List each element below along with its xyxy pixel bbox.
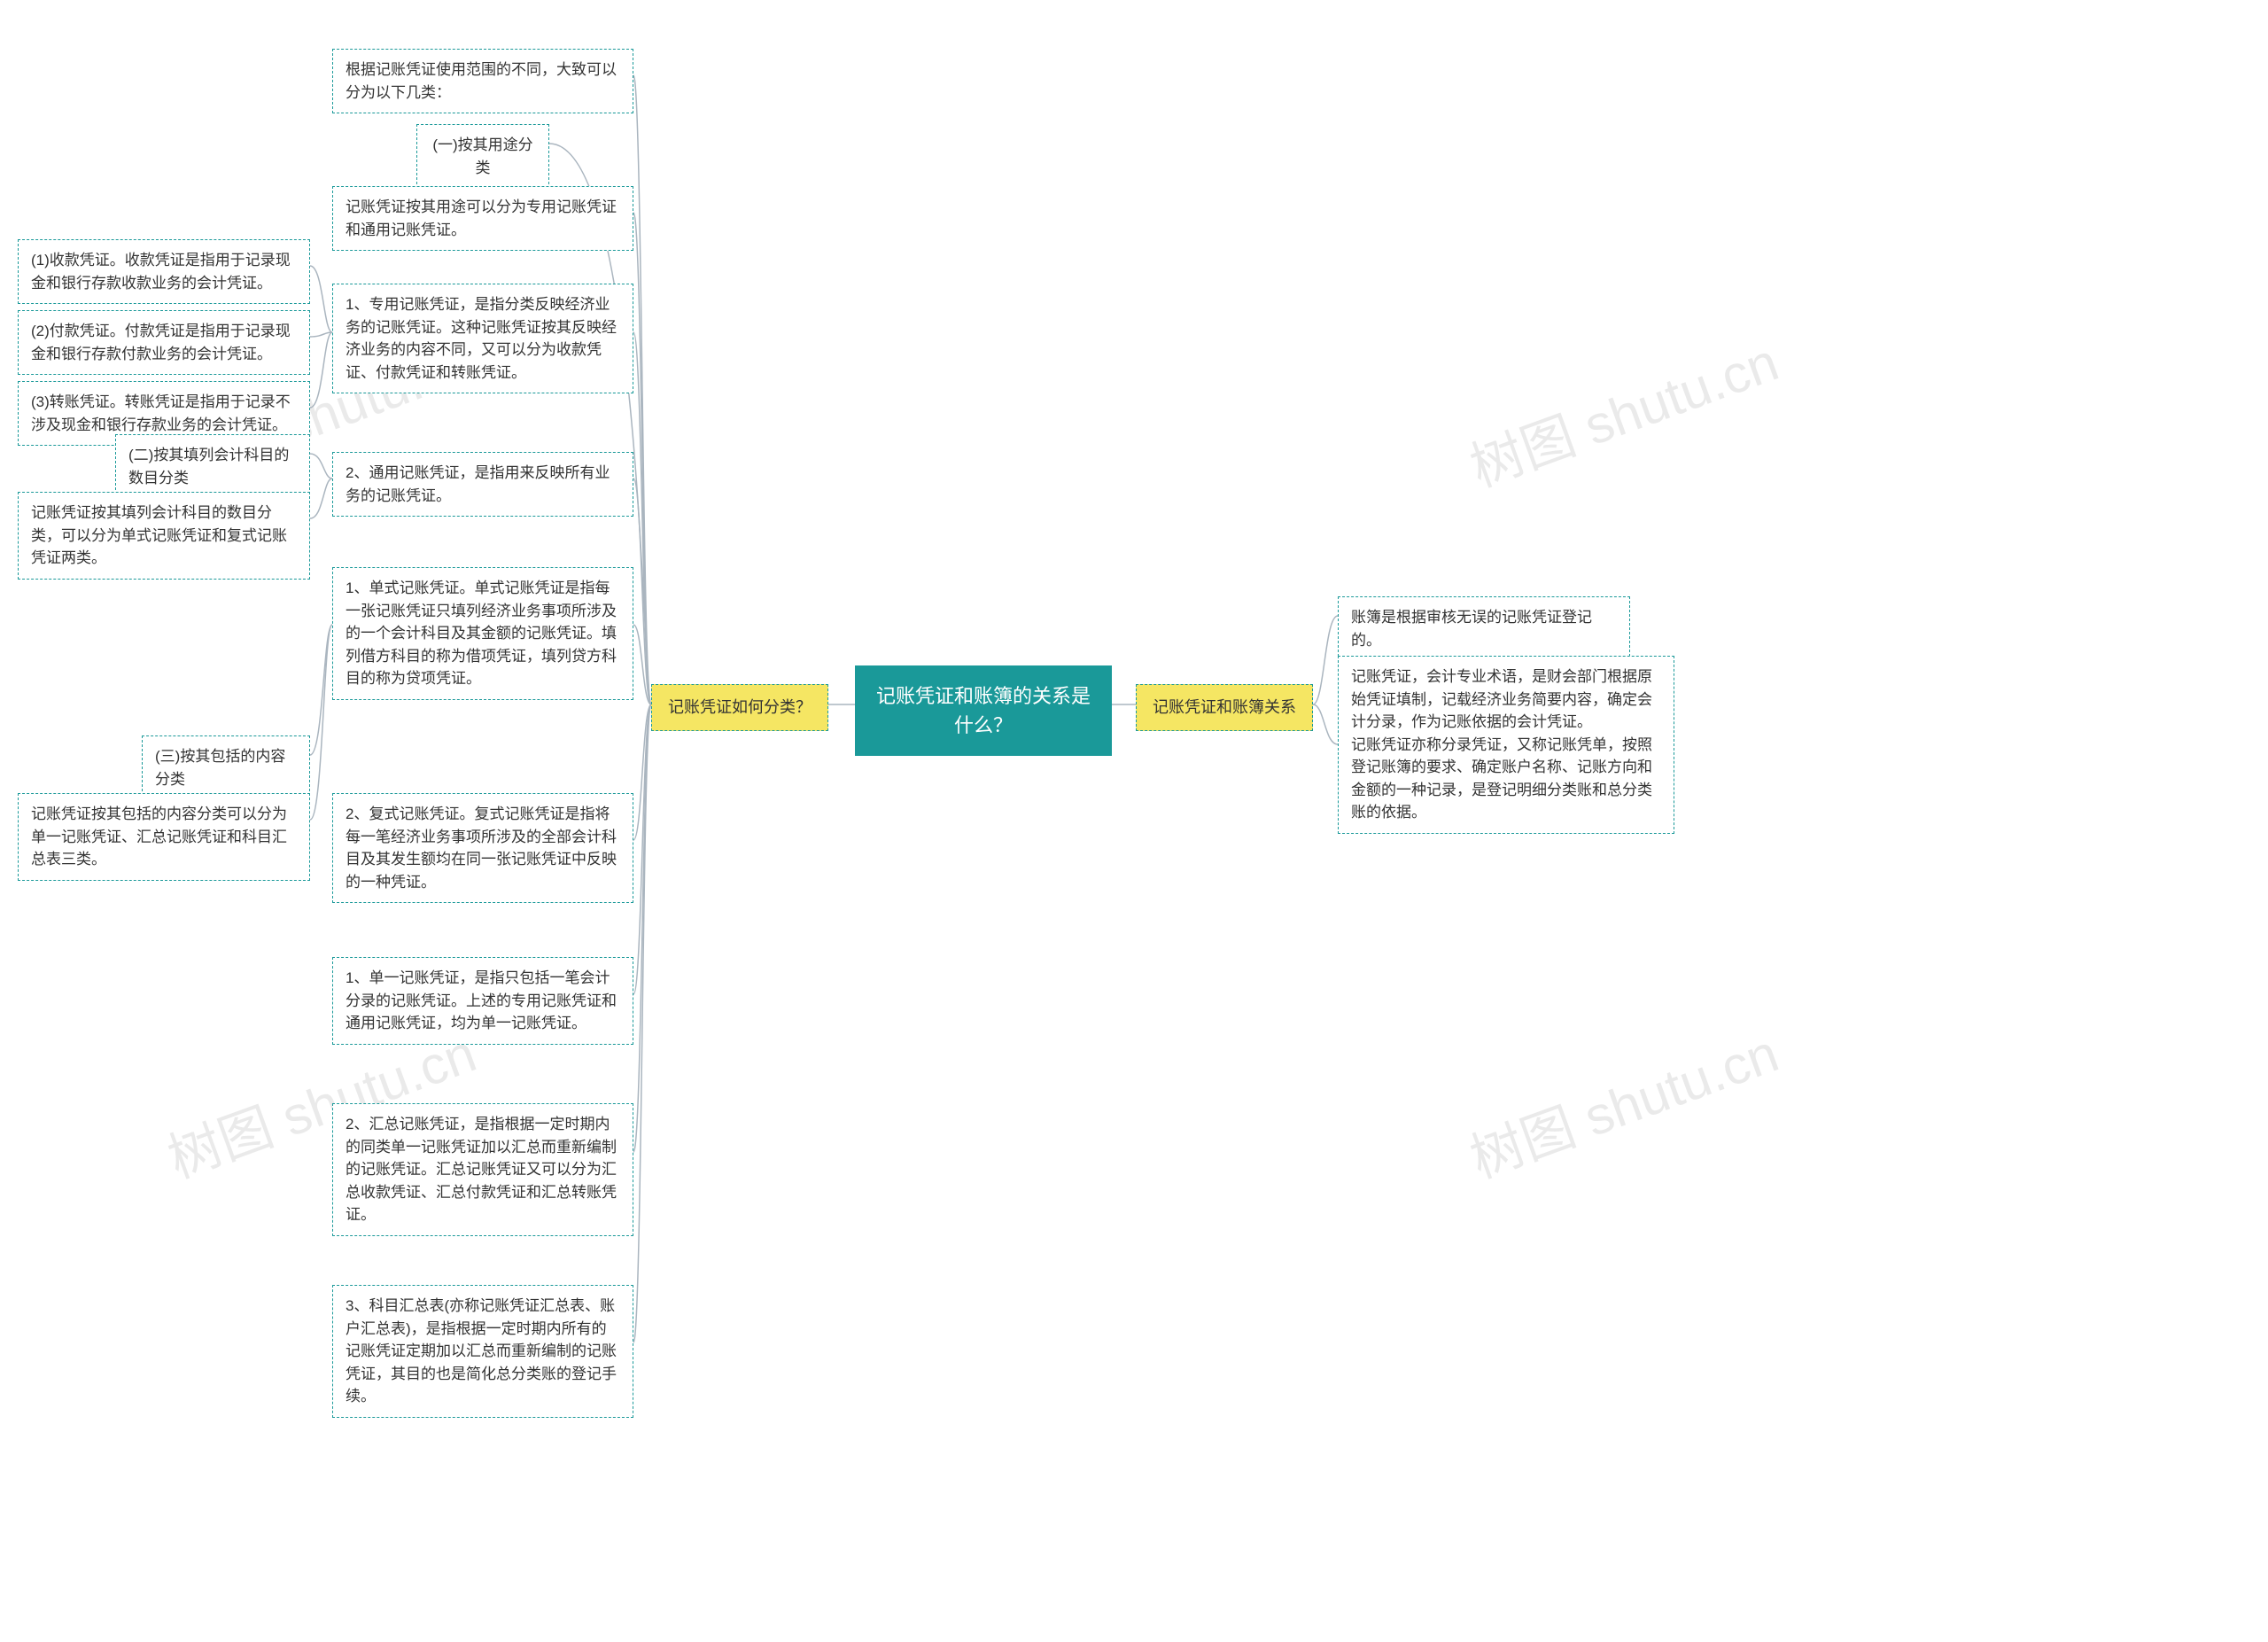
root-node: 记账凭证和账簿的关系是 什么？ [855,665,1112,756]
watermark: 树图 shutu.cn [1458,319,1787,502]
left-branch: 记账凭证如何分类？ [651,684,828,731]
leaf-c5-1: (三)按其包括的内容分类 [142,735,310,800]
leaf-c4-1: (二)按其填列会计科目的数目分类 [115,434,310,499]
leaf-r2-p2: 记账凭证亦称分录凭证，又称记账凭单，按照登记账簿的要求、确定账户名称、记账方向和… [1351,736,1652,821]
leaf-c9: 3、科目汇总表(亦称记账凭证汇总表、账户汇总表)，是指根据一定时期内所有的记账凭… [332,1285,633,1418]
leaf-r2: 记账凭证，会计专业术语，是财会部门根据原始凭证填制，记载经济业务简要内容，确定会… [1338,656,1674,834]
leaf-c0: 根据记账凭证使用范围的不同，大致可以分为以下几类： [332,49,633,113]
leaf-c5-2: 记账凭证按其包括的内容分类可以分为单一记账凭证、汇总记账凭证和科目汇总表三类。 [18,793,310,881]
leaf-c6: 2、复式记账凭证。复式记账凭证是指将每一笔经济业务事项所涉及的全部会计科目及其发… [332,793,633,903]
leaf-c3-1: (1)收款凭证。收款凭证是指用于记录现金和银行存款收款业务的会计凭证。 [18,239,310,304]
leaf-c8: 2、汇总记账凭证，是指根据一定时期内的同类单一记账凭证加以汇总而重新编制的记账凭… [332,1103,633,1236]
leaf-c4-2: 记账凭证按其填列会计科目的数目分类，可以分为单式记账凭证和复式记账凭证两类。 [18,492,310,580]
leaf-c7: 1、单一记账凭证，是指只包括一笔会计分录的记账凭证。上述的专用记账凭证和通用记账… [332,957,633,1045]
root-line2: 什么？ [954,714,1013,736]
leaf-c1: (一)按其用途分类 [416,124,549,189]
leaf-c5: 1、单式记账凭证。单式记账凭证是指每一张记账凭证只填列经济业务事项所涉及的一个会… [332,567,633,700]
root-line1: 记账凭证和账簿的关系是 [876,685,1091,707]
leaf-r1: 账簿是根据审核无误的记账凭证登记的。 [1338,596,1630,661]
watermark: 树图 shutu.cn [1458,1010,1787,1193]
leaf-r2-p1: 记账凭证，会计专业术语，是财会部门根据原始凭证填制，记载经济业务简要内容，确定会… [1351,668,1652,730]
right-branch: 记账凭证和账簿关系 [1136,684,1313,731]
leaf-c3: 1、专用记账凭证，是指分类反映经济业务的记账凭证。这种记账凭证按其反映经济业务的… [332,284,633,393]
leaf-c2: 记账凭证按其用途可以分为专用记账凭证和通用记账凭证。 [332,186,633,251]
leaf-c3-2: (2)付款凭证。付款凭证是指用于记录现金和银行存款付款业务的会计凭证。 [18,310,310,375]
leaf-c4: 2、通用记账凭证，是指用来反映所有业务的记账凭证。 [332,452,633,517]
